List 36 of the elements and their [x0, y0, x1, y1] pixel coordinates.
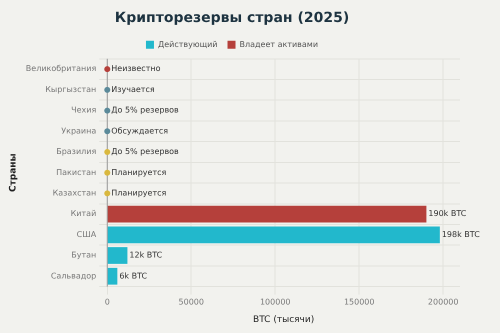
y-tick-label: Казахстан [52, 188, 96, 198]
y-tick-label: Великобритания [26, 64, 96, 74]
data-label: 12k BTC [129, 250, 163, 260]
bar [108, 268, 118, 285]
chart-title: Крипторезервы стран (2025) [114, 10, 350, 26]
bar [108, 247, 128, 264]
x-tick-label: 50000 [178, 297, 204, 306]
y-tick-label: Украина [61, 126, 96, 136]
legend-label: Действующий [158, 40, 218, 49]
y-tick-label: Китай [70, 209, 96, 218]
data-label: 190k BTC [428, 209, 467, 218]
y-tick-label: США [76, 230, 97, 239]
data-label: 6k BTC [119, 271, 148, 280]
bar [108, 226, 440, 244]
data-label: До 5% резервов [111, 147, 180, 156]
x-tick-label: 200000 [428, 297, 458, 306]
x-tick-label: 0 [104, 297, 110, 306]
legend-label: Владеет активами [240, 40, 318, 49]
data-label: Неизвестно [111, 64, 161, 74]
bar [108, 206, 426, 222]
y-tick-label: Бутан [71, 250, 96, 260]
x-axis-title: BTC (тысячи) [253, 314, 314, 325]
y-axis-title: Страны [8, 153, 19, 192]
data-label: Обсуждается [111, 126, 168, 136]
x-tick-label: 150000 [344, 297, 374, 306]
y-tick-label: Кыргызстан [45, 84, 96, 94]
y-tick-label: Чехия [71, 106, 96, 115]
y-tick-label: Сальвадор [50, 271, 96, 280]
y-tick-label: Бразилия [56, 147, 96, 156]
data-label: Планируется [111, 188, 167, 198]
y-tick-label: Пакистан [56, 168, 96, 177]
data-label: До 5% резервов [111, 106, 180, 115]
x-tick-label: 100000 [260, 297, 291, 306]
data-label: Планируется [111, 168, 167, 177]
data-label: Изучается [111, 84, 155, 94]
data-label: 198k BTC [442, 230, 480, 239]
